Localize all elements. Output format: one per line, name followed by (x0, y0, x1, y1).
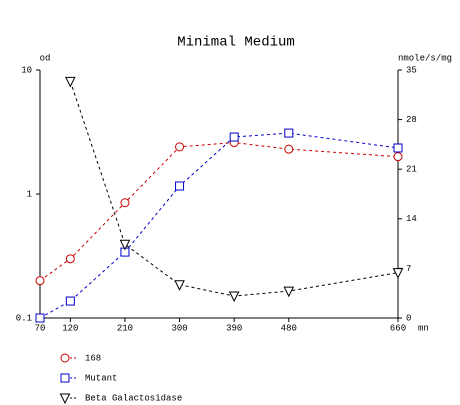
x-tick-label: 480 (281, 323, 297, 333)
marker (393, 143, 403, 153)
series-line (39, 132, 399, 319)
marker (119, 239, 131, 251)
y2-tick-label: 14 (406, 214, 417, 224)
y-tick-label: 1 (27, 189, 32, 199)
chart-title: Minimal Medium (177, 35, 295, 51)
y2-tick-label: 28 (406, 115, 417, 125)
legend-label: Mutant (85, 373, 117, 383)
marker (229, 132, 239, 142)
y2-tick-label: 21 (406, 165, 417, 175)
marker (35, 313, 45, 323)
marker (65, 296, 75, 306)
marker (283, 286, 295, 298)
marker (284, 128, 294, 138)
legend-label: 168 (85, 353, 101, 363)
marker (393, 152, 403, 162)
x-tick-label: 390 (226, 323, 242, 333)
series-line (69, 81, 399, 297)
marker (35, 276, 45, 286)
legend-marker (60, 373, 70, 383)
legend-label: Beta Galactosidase (85, 393, 182, 403)
x-axis-label: mn (418, 323, 429, 333)
marker (284, 144, 294, 154)
marker (175, 142, 185, 152)
x-tick-label: 300 (171, 323, 187, 333)
x-tick-label: 660 (390, 323, 406, 333)
series-line (39, 142, 399, 282)
marker (175, 181, 185, 191)
x-tick-label: 120 (62, 323, 78, 333)
legend-marker (59, 393, 71, 405)
marker (392, 268, 404, 279)
marker (65, 76, 76, 88)
marker (120, 198, 130, 208)
legend-marker (60, 353, 70, 363)
y-tick-label: 10 (21, 65, 32, 75)
y2-tick-label: 35 (406, 65, 417, 75)
marker (174, 280, 185, 291)
x-tick-label: 70 (35, 323, 46, 333)
x-tick-label: 210 (117, 323, 133, 333)
y2-tick-label: 0 (406, 313, 411, 323)
marker (228, 291, 240, 303)
y-axis-label: od (40, 53, 51, 63)
y-tick-label: 0.1 (16, 313, 32, 323)
y2-axis-label: nmole/s/mg (398, 53, 452, 63)
y2-tick-label: 7 (406, 264, 411, 274)
marker (65, 254, 75, 264)
